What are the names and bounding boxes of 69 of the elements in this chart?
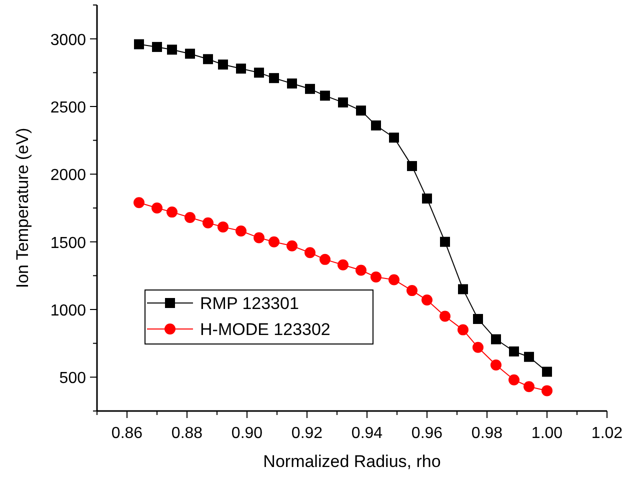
x-tick-label: 0.98 <box>471 425 503 442</box>
point <box>286 240 298 252</box>
legend-label: RMP 123301 <box>200 294 299 313</box>
point <box>304 247 316 258</box>
point <box>184 212 196 223</box>
x-tick-label: 0.86 <box>111 425 143 442</box>
point <box>524 381 534 392</box>
y-tick-label: 2000 <box>50 167 86 184</box>
point <box>287 78 297 88</box>
point <box>167 44 177 55</box>
y-tick-label: 500 <box>59 370 86 388</box>
point <box>542 366 552 377</box>
point <box>320 254 330 265</box>
x-axis-title: Normalized Radius, rho <box>263 452 441 471</box>
point <box>320 90 330 101</box>
point <box>458 284 468 294</box>
point <box>407 161 417 172</box>
legend-label: H-MODE 123302 <box>200 320 330 339</box>
point <box>422 194 432 204</box>
point <box>440 236 450 247</box>
y-tick-label: 1500 <box>50 234 86 252</box>
y-axis-title: Ion Temperature (eV) <box>13 128 32 288</box>
point <box>236 226 246 237</box>
point <box>524 352 534 362</box>
point <box>406 285 418 296</box>
point <box>356 106 366 116</box>
point <box>491 334 501 344</box>
y-tick-label: 3000 <box>50 32 86 49</box>
point <box>185 48 195 59</box>
x-tick-label: 0.90 <box>231 425 263 442</box>
point <box>509 346 519 356</box>
point <box>473 314 483 324</box>
y-tick-label: 2500 <box>50 100 86 116</box>
point <box>134 39 144 50</box>
point <box>166 206 178 218</box>
x-tick-label: 0.92 <box>291 425 323 442</box>
x-tick-label: 0.94 <box>351 425 383 442</box>
y-tick-label: 1000 <box>50 302 86 320</box>
point <box>458 324 468 336</box>
point <box>269 73 279 84</box>
point <box>542 385 552 396</box>
point <box>218 221 228 232</box>
point <box>371 120 381 130</box>
point <box>203 54 213 64</box>
point <box>218 60 228 70</box>
point <box>490 359 502 370</box>
point <box>202 217 214 228</box>
point <box>388 274 400 286</box>
x-tick-label: 0.88 <box>171 425 203 442</box>
point <box>356 264 366 276</box>
point <box>254 232 264 244</box>
point <box>254 68 264 78</box>
point <box>152 42 162 52</box>
point <box>338 259 348 270</box>
x-tick-label: 0.96 <box>411 425 443 442</box>
point <box>338 97 348 108</box>
point <box>236 64 246 74</box>
x-tick-label: 1.02 <box>591 425 622 442</box>
point <box>472 342 484 353</box>
point <box>389 132 399 143</box>
point <box>370 272 382 283</box>
x-tick-label: 1.00 <box>531 425 563 442</box>
point <box>440 310 450 322</box>
point <box>508 374 520 386</box>
point <box>152 202 162 214</box>
point <box>422 294 432 306</box>
point <box>268 236 280 248</box>
point <box>134 197 144 208</box>
point <box>305 84 315 94</box>
